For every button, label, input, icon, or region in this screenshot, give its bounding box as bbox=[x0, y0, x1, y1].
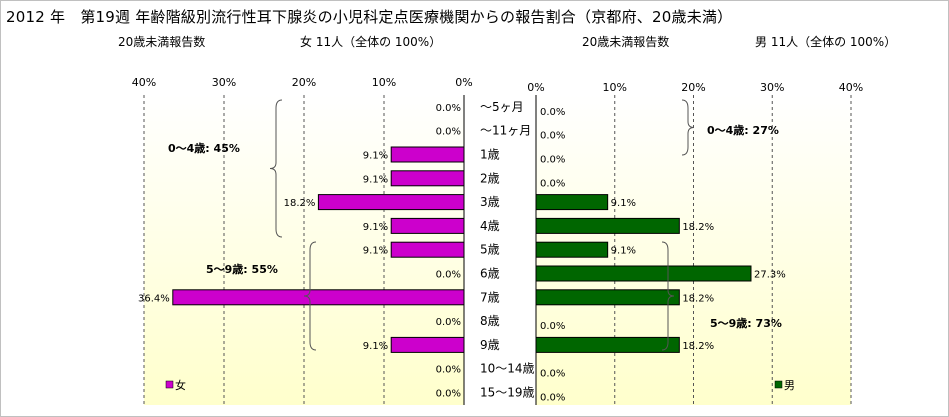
male-tick-label: 40% bbox=[839, 81, 863, 94]
female-bar bbox=[317, 194, 465, 211]
female-bar bbox=[390, 146, 465, 163]
female-tick-label: 0% bbox=[455, 76, 472, 89]
female-tick-label: 20% bbox=[292, 76, 316, 89]
age-category-label: 5歳 bbox=[480, 243, 500, 257]
female-data-label: 0.0% bbox=[436, 317, 461, 328]
male-data-label: 0.0% bbox=[540, 155, 565, 166]
female-bar bbox=[390, 170, 465, 187]
age-category-label: 2歳 bbox=[480, 171, 500, 185]
male-bar bbox=[535, 217, 680, 234]
female-tick-label: 10% bbox=[372, 76, 396, 89]
female-legend-label: 女 bbox=[175, 378, 186, 392]
male-legend-swatch bbox=[774, 380, 783, 389]
male-bar bbox=[535, 265, 752, 282]
age-category-label: 7歳 bbox=[480, 290, 500, 304]
female-tick-label: 40% bbox=[132, 76, 156, 89]
male-data-label: 0.0% bbox=[540, 178, 565, 189]
male-bar bbox=[535, 194, 609, 211]
female-data-label: 0.0% bbox=[436, 103, 461, 114]
male-data-label: 0.0% bbox=[540, 393, 565, 404]
male-bar bbox=[535, 336, 680, 353]
female-summary: 女 11人（全体の 100%） bbox=[300, 35, 442, 49]
male-data-label: 0.0% bbox=[540, 131, 565, 142]
male-legend-label: 男 bbox=[784, 379, 795, 392]
female-data-label: 36.4% bbox=[138, 293, 170, 304]
female-bracket-5-9 bbox=[303, 241, 317, 351]
female-bar bbox=[390, 336, 465, 353]
male-group-annotation: 0～4歳: 27% bbox=[707, 123, 779, 137]
female-data-label: 9.1% bbox=[363, 222, 388, 233]
female-bar bbox=[390, 241, 465, 258]
female-bar bbox=[172, 289, 465, 306]
female-tick-label: 30% bbox=[212, 76, 236, 89]
age-category-label: 10～14歳 bbox=[480, 362, 535, 376]
female-count-label: 20歳未満報告数 bbox=[118, 35, 206, 49]
male-summary: 男 11人（全体の 100%） bbox=[755, 35, 897, 49]
male-bar bbox=[535, 241, 609, 258]
female-legend-swatch bbox=[165, 380, 174, 389]
male-bracket-0-4 bbox=[681, 99, 695, 156]
female-bar bbox=[390, 217, 465, 234]
male-data-label: 0.0% bbox=[540, 107, 565, 118]
female-data-label: 9.1% bbox=[363, 246, 388, 257]
chart-title: 2012 年 第19週 年齢階級別流行性耳下腺炎の小児科定点医療機関からの報告割… bbox=[6, 8, 733, 26]
female-data-label: 0.0% bbox=[436, 270, 461, 281]
age-category-label: 9歳 bbox=[480, 338, 500, 352]
female-bracket-0-4 bbox=[269, 99, 283, 238]
male-data-label: 9.1% bbox=[611, 198, 636, 209]
male-data-label: 18.2% bbox=[682, 341, 714, 352]
male-data-label: 0.0% bbox=[540, 321, 565, 332]
male-tick-label: 0% bbox=[527, 81, 544, 94]
female-data-label: 0.0% bbox=[436, 365, 461, 376]
female-group-annotation: 5～9歳: 55% bbox=[206, 262, 278, 276]
male-group-annotation: 5～9歳: 73% bbox=[710, 316, 782, 330]
female-data-label: 9.1% bbox=[363, 151, 388, 162]
male-bracket-5-9 bbox=[661, 241, 675, 351]
age-category-label: 1歳 bbox=[480, 148, 500, 162]
female-data-label: 0.0% bbox=[436, 127, 461, 138]
age-category-label: ～5ヶ月 bbox=[480, 100, 524, 114]
male-count-label: 20歳未満報告数 bbox=[582, 35, 670, 49]
age-category-label: 15～19歳 bbox=[480, 386, 535, 400]
age-category-label: ～11ヶ月 bbox=[480, 124, 531, 138]
age-category-label: 8歳 bbox=[480, 314, 500, 328]
female-group-annotation: 0～4歳: 45% bbox=[168, 141, 240, 155]
male-data-label: 0.0% bbox=[540, 369, 565, 380]
male-data-label: 18.2% bbox=[682, 222, 714, 233]
female-data-label: 9.1% bbox=[363, 174, 388, 185]
male-bar bbox=[535, 289, 680, 306]
age-category-label: 6歳 bbox=[480, 267, 500, 281]
male-data-label: 9.1% bbox=[611, 246, 636, 257]
age-category-label: 3歳 bbox=[480, 195, 500, 209]
male-tick-label: 30% bbox=[760, 81, 784, 94]
female-data-label: 9.1% bbox=[363, 341, 388, 352]
male-data-label: 18.2% bbox=[682, 293, 714, 304]
male-tick-label: 20% bbox=[681, 81, 705, 94]
age-category-label: 4歳 bbox=[480, 219, 500, 233]
female-data-label: 18.2% bbox=[284, 198, 316, 209]
male-tick-label: 10% bbox=[603, 81, 627, 94]
male-data-label: 27.3% bbox=[754, 270, 786, 281]
female-data-label: 0.0% bbox=[436, 389, 461, 400]
